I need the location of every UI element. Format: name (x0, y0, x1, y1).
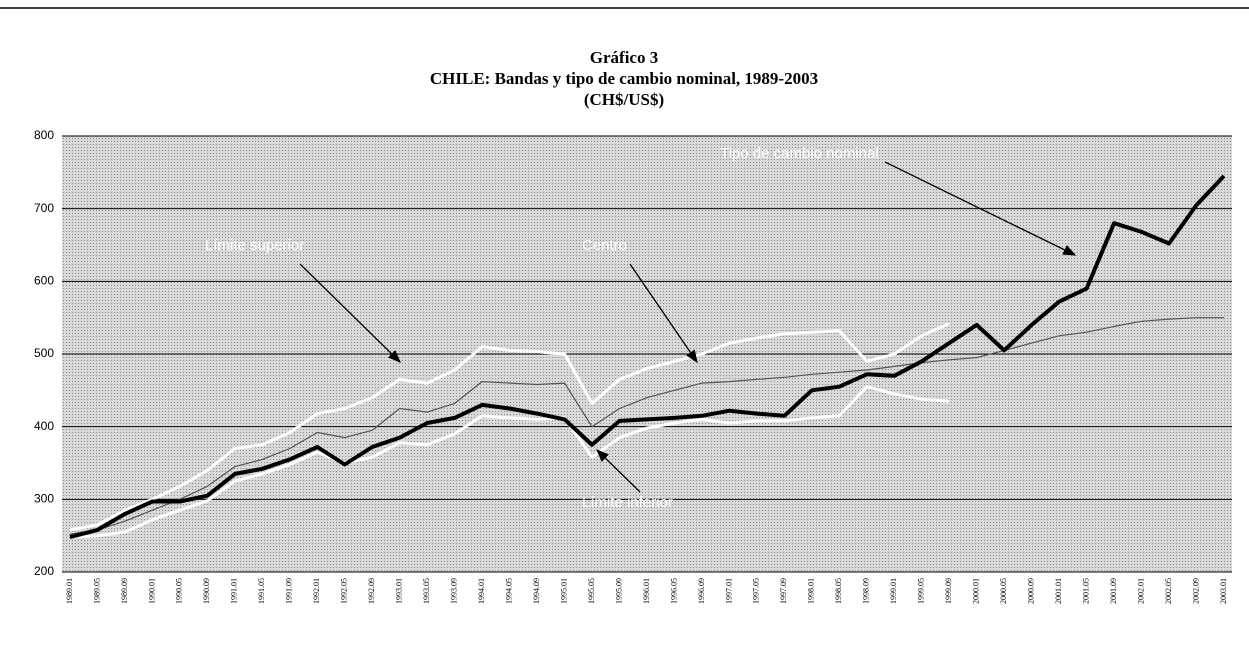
x-tick-label: 1993.01 (395, 578, 404, 604)
x-tick-label: 1992.01 (312, 578, 321, 604)
chart-units: (CH$/US$) (584, 90, 664, 109)
x-tick-label: 1999.01 (889, 578, 898, 604)
x-tick-label: 1994.01 (477, 578, 486, 604)
x-tick-label: 2001.09 (1109, 578, 1118, 604)
x-tick-label: 1990.01 (147, 578, 156, 604)
x-tick-label: 1993.09 (449, 578, 458, 604)
x-tick-label: 2002.05 (1164, 578, 1173, 604)
x-tick-label: 1989.09 (120, 578, 129, 604)
x-tick-label: 1991.01 (230, 578, 239, 604)
series-line (69, 317, 1224, 535)
x-tick-label: 1991.09 (285, 578, 294, 604)
x-tick-label: 1993.05 (422, 578, 431, 604)
x-tick-label: 2002.01 (1136, 578, 1145, 604)
x-tick-label: 1999.05 (917, 578, 926, 604)
x-tick-label: 1991.05 (257, 578, 266, 604)
annotation-arrow (884, 161, 1077, 256)
chart-title: Gráfico 3 (590, 48, 658, 67)
x-tick-label: 1995.05 (587, 578, 596, 604)
annotation: Límite inferior (582, 494, 673, 511)
x-tick-label: 2000.09 (1026, 578, 1035, 604)
x-tick-label: 1998.01 (807, 578, 816, 604)
x-tick-label: 1997.05 (752, 578, 761, 604)
x-tick-label: 1989.01 (65, 578, 74, 604)
x-tick-label: 1992.05 (340, 578, 349, 604)
x-tick-label: 2001.01 (1054, 578, 1063, 604)
annotation-arrow (629, 263, 698, 364)
y-tick-label: 400 (34, 419, 54, 433)
chart-subtitle: CHILE: Bandas y tipo de cambio nominal, … (430, 69, 818, 88)
x-tick-label: 1990.05 (175, 578, 184, 604)
x-tick-label: 1996.09 (697, 578, 706, 604)
x-tick-label: 1989.05 (92, 578, 101, 604)
x-tick-label: 2000.01 (972, 578, 981, 604)
y-tick-label: 200 (34, 564, 54, 578)
annotation: Tipo de cambio nominal (720, 145, 879, 162)
x-tick-label: 2002.09 (1191, 578, 1200, 604)
x-tick-label: 1996.01 (642, 578, 651, 604)
y-tick-label: 300 (34, 492, 54, 506)
y-tick-label: 700 (34, 201, 54, 215)
x-tick-label: 1999.09 (944, 578, 953, 604)
x-tick-label: 1995.01 (559, 578, 568, 604)
y-tick-label: 600 (34, 274, 54, 288)
x-tick-label: 1997.09 (779, 578, 788, 604)
y-tick-label: 500 (34, 346, 54, 360)
x-tick-label: 1992.09 (367, 578, 376, 604)
x-tick-label: 1998.09 (862, 578, 871, 604)
x-tick-label: 2001.05 (1081, 578, 1090, 604)
series-line (69, 174, 1226, 540)
x-tick-label: 1995.09 (614, 578, 623, 604)
x-tick-label: 1997.01 (724, 578, 733, 604)
x-tick-label: 1990.09 (202, 578, 211, 604)
annotation-arrow (596, 449, 641, 493)
x-tick-label: 1994.05 (504, 578, 513, 604)
annotation: Centro (582, 237, 627, 254)
x-tick-label: 1994.09 (532, 578, 541, 604)
x-tick-label: 1998.05 (834, 578, 843, 604)
series-line (69, 322, 950, 532)
annotation: Límite superior (205, 237, 304, 254)
x-tick-label: 2000.05 (999, 578, 1008, 604)
y-tick-label: 800 (34, 128, 54, 142)
x-tick-label: 2003.01 (1219, 578, 1228, 604)
x-tick-label: 1996.05 (669, 578, 678, 604)
series-line (69, 385, 950, 539)
annotation-arrow (299, 263, 401, 363)
